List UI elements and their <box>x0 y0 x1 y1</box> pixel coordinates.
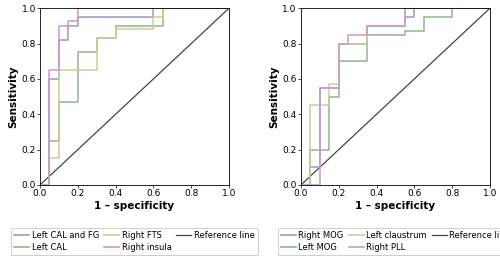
X-axis label: 1 – specificity: 1 – specificity <box>94 201 174 211</box>
X-axis label: 1 – specificity: 1 – specificity <box>356 201 436 211</box>
Legend: Right MOG, Left MOG, Left claustrum, Right PLL, Reference line: Right MOG, Left MOG, Left claustrum, Rig… <box>278 228 500 255</box>
Y-axis label: Sensitivity: Sensitivity <box>8 65 18 128</box>
Legend: Left CAL and FG, Left CAL, Right FTS, Right insula, Reference line: Left CAL and FG, Left CAL, Right FTS, Ri… <box>11 228 258 255</box>
Y-axis label: Sensitivity: Sensitivity <box>270 65 280 128</box>
